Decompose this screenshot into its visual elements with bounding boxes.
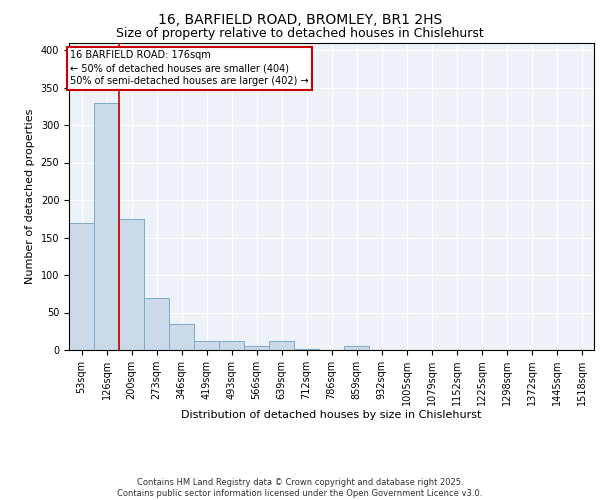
Bar (244, 346, 269, 350)
Bar (144, 298, 169, 350)
Y-axis label: Number of detached properties: Number of detached properties (25, 108, 35, 284)
Text: 16, BARFIELD ROAD, BROMLEY, BR1 2HS: 16, BARFIELD ROAD, BROMLEY, BR1 2HS (158, 12, 442, 26)
Bar (194, 341, 219, 350)
Bar (169, 324, 194, 350)
X-axis label: Distribution of detached houses by size in Chislehurst: Distribution of detached houses by size … (181, 410, 482, 420)
Bar (94, 102, 119, 350)
Bar (269, 341, 294, 350)
Bar (119, 219, 144, 350)
Bar (294, 348, 319, 350)
Bar (219, 341, 244, 350)
Text: Contains HM Land Registry data © Crown copyright and database right 2025.
Contai: Contains HM Land Registry data © Crown c… (118, 478, 482, 498)
Bar (69, 222, 94, 350)
Text: 16 BARFIELD ROAD: 176sqm
← 50% of detached houses are smaller (404)
50% of semi-: 16 BARFIELD ROAD: 176sqm ← 50% of detach… (70, 50, 309, 86)
Text: Size of property relative to detached houses in Chislehurst: Size of property relative to detached ho… (116, 28, 484, 40)
Bar (344, 346, 369, 350)
